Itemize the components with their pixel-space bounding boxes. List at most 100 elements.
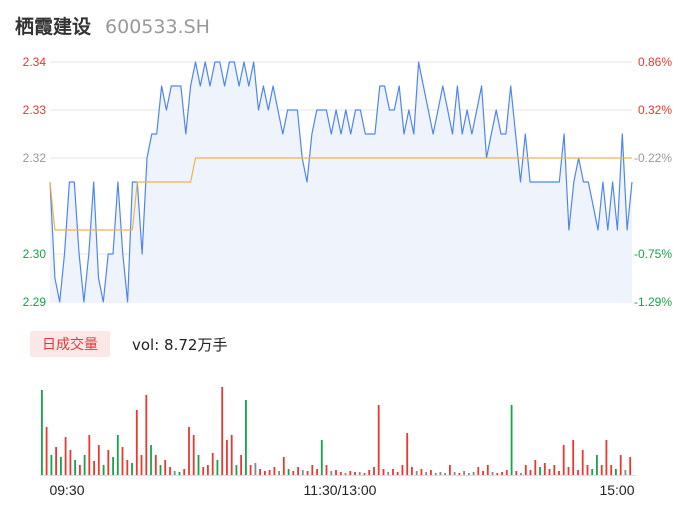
- stock-name: 栖霞建设: [15, 16, 92, 38]
- volume-bar: [434, 473, 437, 475]
- volume-bar: [107, 450, 110, 475]
- volume-bar: [411, 467, 413, 475]
- volume-bar: [135, 410, 138, 475]
- volume-bar: [41, 390, 43, 475]
- volume-bar: [287, 469, 290, 475]
- volume-bar: [596, 455, 598, 475]
- volume-bar: [396, 472, 399, 475]
- volume-bar: [586, 465, 589, 475]
- volume-bar: [97, 445, 100, 475]
- volume-bar: [425, 472, 428, 475]
- volume-bar: [320, 440, 323, 475]
- volume-bar: [150, 445, 152, 475]
- volume-bar: [581, 450, 584, 475]
- volume-bar: [126, 460, 129, 475]
- volume-bar: [183, 469, 186, 475]
- volume-bar: [491, 472, 494, 475]
- price-line: [49, 61, 633, 303]
- price-area: [50, 62, 632, 302]
- volume-bar: [188, 427, 190, 475]
- volume-bar: [202, 467, 205, 475]
- volume-bar: [45, 427, 48, 475]
- volume-bar: [64, 437, 67, 475]
- volume-bar: [420, 469, 423, 475]
- volume-bar: [382, 469, 385, 475]
- volume-bar: [164, 460, 167, 475]
- y-right-tick-label: -0.22%: [634, 151, 672, 165]
- volume-bar: [173, 471, 176, 475]
- volume-bar: [268, 470, 271, 475]
- volume-bar: [197, 455, 200, 475]
- volume-bar: [249, 465, 252, 475]
- volume-bar: [415, 471, 418, 475]
- volume-bar: [363, 473, 366, 475]
- volume-bar: [534, 460, 537, 475]
- volume-bar: [468, 473, 470, 475]
- volume-bar: [325, 465, 328, 475]
- volume-bar: [472, 472, 475, 475]
- y-right-tick-label: -0.75%: [634, 247, 672, 261]
- chart-header: 栖霞建设 600533.SH: [15, 12, 210, 42]
- volume-bar: [453, 472, 456, 475]
- y-left-tick-label: 2.32: [23, 151, 47, 165]
- volume-bar: [567, 467, 570, 475]
- volume-bar: [358, 472, 361, 475]
- volume-bar: [344, 473, 347, 475]
- volume-bar: [354, 472, 356, 475]
- x-tick-label: 09:30: [49, 482, 84, 498]
- volume-bar: [330, 471, 333, 475]
- volume-bar: [482, 471, 484, 475]
- volume-bar: [292, 471, 295, 475]
- daily-volume-tab[interactable]: 日成交量: [30, 331, 110, 357]
- volume-bar: [572, 440, 575, 475]
- volume-bar: [169, 467, 171, 475]
- volume-bar: [430, 470, 432, 475]
- y-left-tick-label: 2.34: [23, 55, 47, 69]
- volume-bar: [278, 471, 280, 475]
- volume-bar: [339, 472, 342, 475]
- volume-bar: [520, 473, 522, 475]
- volume-bar: [211, 453, 214, 475]
- volume-bar: [316, 469, 318, 475]
- volume-bar: [79, 465, 81, 475]
- volume-bar: [140, 455, 143, 475]
- volume-bar: [444, 473, 446, 475]
- volume-bar: [373, 467, 375, 475]
- volume-bar: [615, 469, 617, 475]
- volume-bar: [477, 467, 480, 475]
- volume-bar: [562, 445, 565, 475]
- y-left-tick-label: 2.29: [23, 295, 47, 309]
- volume-bar: [221, 387, 224, 475]
- volume-bar: [439, 472, 442, 475]
- volume-bar: [131, 463, 133, 475]
- volume-bar: [259, 469, 261, 475]
- volume-bar: [297, 467, 299, 475]
- volume-bar: [619, 455, 622, 475]
- volume-bar: [377, 405, 380, 475]
- volume-bar: [610, 465, 613, 475]
- volume-bar: [510, 405, 513, 475]
- volume-bar: [600, 465, 603, 475]
- volume-bar: [226, 440, 228, 475]
- volume-bar: [515, 471, 518, 475]
- volume-bar: [240, 455, 242, 475]
- volume-bar: [524, 465, 527, 475]
- stock-code: 600533.SH: [105, 16, 210, 38]
- volume-bar: [553, 465, 556, 475]
- volume-bar: [60, 457, 62, 475]
- volume-bar: [88, 435, 91, 475]
- volume-header: 日成交量 vol: 8.72万手: [30, 331, 227, 357]
- volume-bar: [591, 469, 594, 475]
- x-tick-label: 11:30/13:00: [304, 482, 377, 498]
- volume-bar: [116, 435, 119, 475]
- volume-bar: [401, 465, 404, 475]
- volume-bar: [496, 473, 499, 475]
- y-right-tick-label: -1.29%: [634, 295, 672, 309]
- volume-bar: [282, 457, 285, 475]
- volume-bar: [230, 435, 233, 475]
- volume-value: vol: 8.72万手: [132, 335, 228, 354]
- volume-bar: [159, 465, 162, 475]
- volume-bar: [216, 460, 219, 475]
- volume-bar: [264, 471, 266, 475]
- volume-bar: [121, 447, 124, 475]
